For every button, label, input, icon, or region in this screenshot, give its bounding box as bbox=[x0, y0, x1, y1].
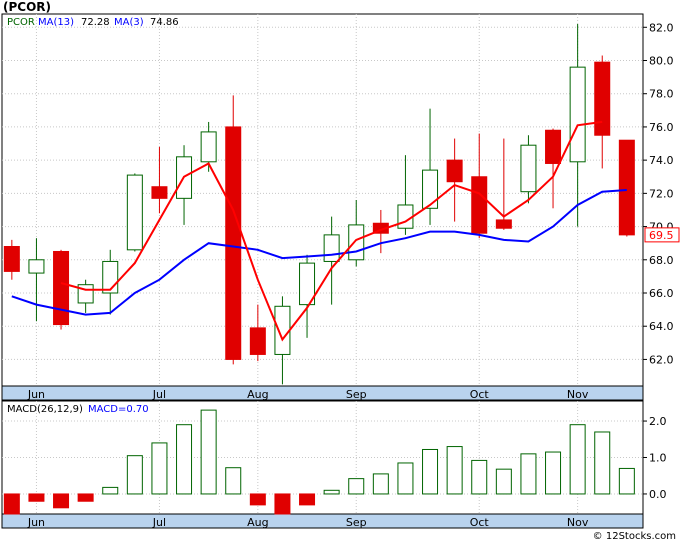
candle-down bbox=[545, 129, 562, 164]
macd-bar-positive bbox=[594, 431, 611, 495]
price-month-label: Jun bbox=[27, 388, 45, 401]
candle-up bbox=[126, 174, 143, 251]
price-tick-label: 80.0 bbox=[649, 55, 674, 68]
price-month-label: Aug bbox=[247, 388, 268, 401]
chart-title: (PCOR) bbox=[3, 0, 52, 14]
macd-month-label: Nov bbox=[567, 516, 589, 529]
macd-bar-negative bbox=[53, 493, 70, 509]
macd-bar-positive bbox=[495, 468, 512, 495]
legend-ma3-name: MA(3) bbox=[114, 17, 144, 28]
candle-up bbox=[299, 262, 316, 306]
macd-bar-positive bbox=[151, 442, 168, 495]
price-month-label: Sep bbox=[346, 388, 367, 401]
price-month-label: Jul bbox=[152, 388, 166, 401]
macd-tick-label: 2.0 bbox=[649, 415, 667, 428]
price-tick-label: 74.0 bbox=[649, 154, 674, 167]
candle-up bbox=[348, 224, 365, 261]
candle-down bbox=[53, 250, 70, 326]
candle-down bbox=[225, 126, 242, 360]
candle-down bbox=[594, 61, 611, 136]
macd-date-band bbox=[1, 513, 644, 529]
macd-bar-positive bbox=[225, 467, 242, 495]
price-tick-label: 76.0 bbox=[649, 121, 674, 134]
price-plot-area bbox=[1, 13, 644, 401]
price-date-band bbox=[1, 385, 644, 401]
macd-bar-positive bbox=[618, 467, 635, 495]
price-tick-label: 66.0 bbox=[649, 287, 674, 300]
candle-down bbox=[618, 139, 635, 236]
macd-tick-label: 1.0 bbox=[649, 452, 667, 465]
candle-down bbox=[495, 219, 512, 229]
price-tick-label: 62.0 bbox=[649, 353, 674, 366]
ma13-line bbox=[11, 189, 627, 316]
candle-up bbox=[28, 259, 45, 274]
macd-bar-positive bbox=[520, 453, 537, 495]
candle-up bbox=[422, 169, 439, 209]
candle-down bbox=[3, 246, 20, 272]
macd-month-label: Aug bbox=[247, 516, 268, 529]
candle-up bbox=[274, 305, 291, 355]
footer-credit: © 12Stocks.com bbox=[592, 531, 676, 542]
macd-month-label: Jun bbox=[27, 516, 45, 529]
macd-legend-name: MACD(26,12,9) bbox=[7, 404, 83, 415]
candle-down bbox=[151, 186, 168, 199]
candle-down bbox=[249, 327, 266, 355]
macd-bar-positive bbox=[372, 473, 389, 495]
candle-up bbox=[200, 131, 217, 163]
candle-up bbox=[520, 144, 537, 193]
macd-bar-positive bbox=[176, 424, 193, 495]
macd-plot-area bbox=[1, 400, 644, 529]
macd-month-label: Oct bbox=[470, 516, 490, 529]
last-price-box bbox=[644, 227, 680, 243]
macd-month-label: Jul bbox=[152, 516, 166, 529]
macd-bar-negative bbox=[299, 493, 316, 506]
macd-bar-positive bbox=[446, 446, 463, 495]
macd-bar-negative bbox=[3, 493, 20, 515]
candle-up bbox=[397, 204, 414, 229]
price-tick-label: 72.0 bbox=[649, 187, 674, 200]
macd-tick-label: 0.0 bbox=[649, 488, 667, 501]
macd-bar-negative bbox=[274, 493, 291, 515]
price-month-label: Oct bbox=[470, 388, 490, 401]
macd-bar-negative bbox=[77, 493, 94, 502]
last-price-label: 69.5 bbox=[649, 229, 674, 242]
macd-bar-positive bbox=[471, 459, 488, 495]
legend-ma3-value: 74.86 bbox=[150, 17, 179, 28]
price-tick-label: 82.0 bbox=[649, 21, 674, 34]
macd-bar-positive bbox=[422, 448, 439, 495]
macd-bar-negative bbox=[28, 493, 45, 502]
price-tick-label: 68.0 bbox=[649, 254, 674, 267]
legend-ticker: PCOR bbox=[7, 17, 35, 28]
macd-bar-positive bbox=[102, 486, 119, 495]
macd-bar-positive bbox=[545, 451, 562, 495]
price-tick-label: 78.0 bbox=[649, 88, 674, 101]
macd-bar-positive bbox=[323, 489, 340, 495]
price-month-label: Nov bbox=[567, 388, 589, 401]
candle-down bbox=[471, 176, 488, 234]
candle-up bbox=[569, 66, 586, 163]
legend-ma13-name: MA(13) bbox=[38, 17, 74, 28]
price-tick-label: 64.0 bbox=[649, 320, 674, 333]
macd-bar-positive bbox=[126, 455, 143, 495]
price-panel: 62.064.066.068.070.072.074.076.078.080.0… bbox=[1, 13, 680, 401]
candle-up bbox=[323, 234, 340, 262]
ma3-line bbox=[60, 120, 603, 342]
macd-panel: 0.0 1.0 2.0 Jun Jul Aug Sep Oct Nov MACD(26,12,9)… bbox=[1, 400, 667, 529]
macd-bar-positive bbox=[348, 478, 365, 495]
macd-legend-value: MACD=0.70 bbox=[88, 404, 149, 415]
candle-down bbox=[446, 159, 463, 183]
macd-bar-negative bbox=[249, 493, 266, 506]
macd-bar-positive bbox=[200, 409, 217, 495]
macd-bar-positive bbox=[397, 462, 414, 495]
legend-ma13-value: 72.28 bbox=[81, 17, 110, 28]
macd-bar-positive bbox=[569, 424, 586, 495]
macd-month-label: Sep bbox=[346, 516, 367, 529]
